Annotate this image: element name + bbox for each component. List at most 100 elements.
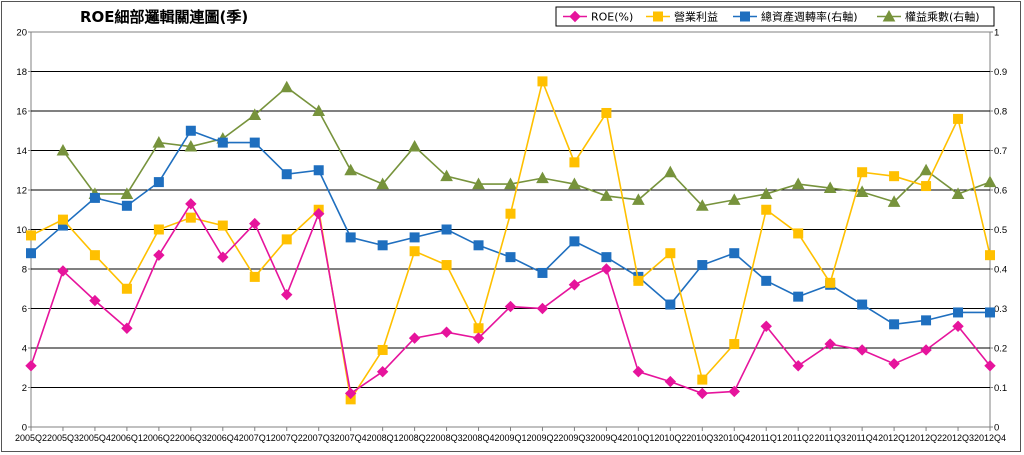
data-point: [569, 157, 580, 168]
data-point: [792, 360, 804, 372]
data-point: [441, 260, 452, 271]
data-point: [376, 177, 389, 190]
data-point: [857, 299, 868, 310]
data-point: [761, 275, 772, 286]
x-tick-label: 2011Q1: [751, 433, 782, 443]
series-1: [26, 76, 995, 405]
series-layer: [25, 76, 997, 405]
y-tick-label: 14: [16, 146, 27, 157]
data-point: [727, 193, 741, 205]
data-point: [440, 169, 453, 182]
x-tick-label: 2011Q3: [814, 433, 845, 443]
data-point: [600, 263, 613, 275]
chart-title: ROE細部邏輯關連圖(季): [80, 8, 248, 26]
data-point: [440, 326, 453, 338]
y-tick-label: 6: [22, 304, 27, 315]
x-tick-label: 2010Q4: [718, 433, 750, 443]
legend: ROE(%) 營業利益 總資產週轉率(右軸) 權益乘數(右軸): [555, 6, 995, 27]
data-point: [568, 279, 581, 291]
legend-marker: [740, 11, 750, 22]
data-point: [344, 387, 357, 400]
data-point: [760, 320, 772, 332]
data-point: [887, 195, 901, 207]
data-point: [791, 177, 805, 190]
data-point: [249, 271, 260, 282]
data-point: [856, 344, 868, 356]
data-point: [153, 177, 164, 188]
x-tick-label: 2008Q3: [431, 433, 463, 443]
x-tick-label: 2012Q4: [974, 433, 1006, 443]
y2-tick-label: 0.4: [994, 265, 1007, 276]
data-point: [153, 224, 164, 235]
x-tick-label: 2009Q4: [590, 433, 622, 443]
y2-tick-label: 0: [994, 423, 999, 434]
x-axis-ticks: 2005Q2 2005Q3 2005Q4 2006Q1 2006Q2 2006Q3 2006…: [15, 427, 1006, 443]
data-point: [89, 294, 101, 307]
data-point: [889, 319, 900, 330]
data-point: [695, 199, 709, 211]
data-point: [889, 171, 900, 182]
data-point: [217, 220, 228, 231]
x-tick-label: 2012Q2: [910, 433, 942, 443]
data-point: [569, 236, 580, 247]
data-point: [56, 143, 70, 156]
x-tick-label: 2010Q1: [622, 433, 654, 443]
y2-tick-label: 0.3: [994, 304, 1007, 315]
data-point: [921, 181, 932, 192]
x-tick-label: 2011Q2: [783, 433, 814, 443]
y2-tick-label: 0.1: [994, 383, 1007, 394]
data-point: [184, 140, 198, 152]
x-tick-label: 2005Q3: [47, 433, 79, 443]
data-point: [984, 360, 996, 372]
data-point: [985, 250, 995, 261]
data-point: [281, 234, 292, 245]
data-point: [632, 365, 645, 378]
y-tick-label: 16: [16, 107, 27, 118]
y-tick-label: 10: [16, 225, 27, 236]
right-axis-ticks: 0 0.1 0.2 0.3 0.4 0.5 0.6 0.7 0.8 0.9 1: [990, 28, 1007, 434]
x-tick-label: 2010Q2: [654, 433, 686, 443]
data-point: [345, 232, 356, 243]
x-tick-label: 2006Q1: [111, 433, 143, 443]
data-point: [377, 344, 388, 355]
data-point: [152, 136, 166, 148]
data-point: [696, 387, 709, 400]
data-point: [761, 204, 772, 215]
data-point: [185, 212, 196, 223]
data-point: [408, 332, 421, 344]
data-point: [281, 288, 293, 301]
data-point: [441, 224, 452, 235]
data-point: [632, 193, 645, 205]
x-tick-label: 2006Q4: [207, 433, 239, 443]
series-0: [25, 198, 996, 400]
data-point: [953, 307, 964, 318]
data-point: [855, 185, 869, 197]
gridlines: [31, 71, 990, 388]
data-point: [633, 275, 644, 286]
y2-tick-label: 0.2: [994, 344, 1007, 355]
data-point: [985, 307, 995, 318]
data-point: [280, 80, 294, 93]
legend-marker: [653, 11, 663, 22]
y-tick-label: 20: [16, 28, 27, 39]
data-point: [697, 260, 708, 271]
legend-label: ROE(%): [591, 11, 633, 24]
data-point: [312, 207, 325, 220]
y-tick-label: 8: [22, 265, 27, 276]
data-point: [919, 163, 933, 176]
x-tick-label: 2009Q1: [494, 433, 526, 443]
data-point: [504, 300, 517, 313]
data-point: [472, 332, 485, 344]
data-point: [793, 228, 804, 239]
data-point: [728, 385, 740, 398]
x-tick-label: 2006Q2: [143, 433, 175, 443]
x-tick-label: 2012Q1: [878, 433, 910, 443]
data-point: [409, 232, 420, 243]
data-point: [57, 214, 68, 225]
data-point: [185, 125, 196, 136]
data-point: [505, 208, 516, 219]
data-point: [951, 187, 965, 199]
left-axis-ticks: 0 2 4 6 8 10 12 14 16 18 20: [16, 28, 31, 434]
data-point: [857, 167, 868, 178]
